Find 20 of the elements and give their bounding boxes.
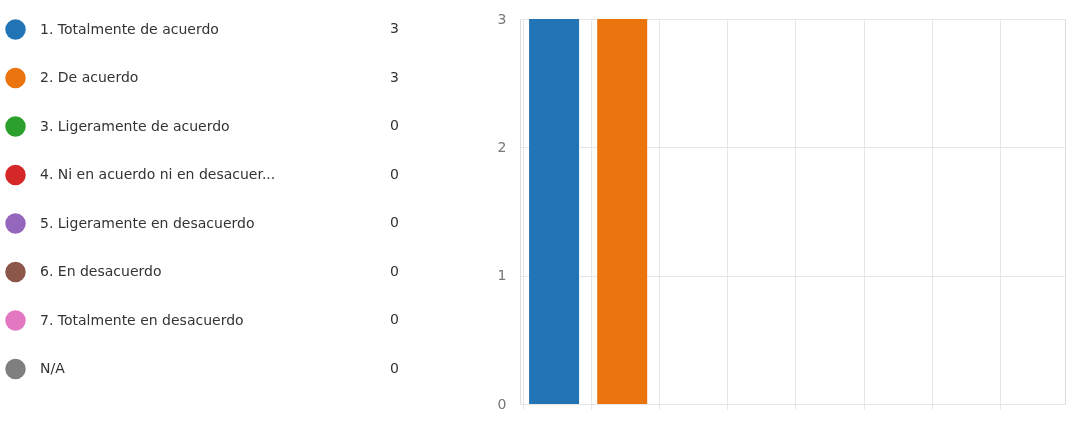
legend-label: 5. Ligeramente en desacuerdo: [40, 214, 255, 231]
text: 0: [390, 311, 399, 327]
y-tick-label: 2: [497, 138, 507, 155]
legend-label: 4. Ni en acuerdo ni en desacuer...: [40, 166, 276, 182]
text: 0: [390, 262, 399, 279]
legend-label: 7. Totalmente en desacuerdo: [40, 311, 244, 328]
y-tick-label: 0: [497, 395, 507, 412]
legend-label: 6. En desacuerdo: [40, 263, 162, 279]
y-tick-label: 3: [497, 10, 507, 27]
legend-label: 3. Ligeramente de acuerdo: [40, 117, 230, 134]
text: 3: [390, 68, 399, 85]
text: 0: [390, 117, 399, 133]
y-tick-label: 1: [497, 267, 507, 284]
legend-label: N/A: [40, 360, 66, 376]
legend-label: 2. De acuerdo: [40, 69, 139, 85]
legend-label: 1. Totalmente de acuerdo: [40, 20, 219, 37]
text: 0: [390, 165, 399, 182]
text: 0: [390, 214, 399, 230]
text: 0: [390, 359, 399, 376]
text: 3: [390, 20, 399, 36]
